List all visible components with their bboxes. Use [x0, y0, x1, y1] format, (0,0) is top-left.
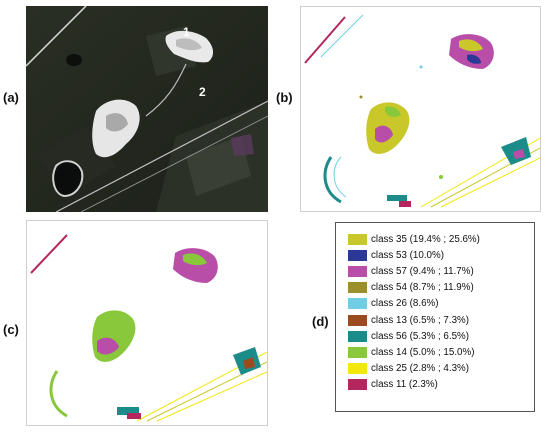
legend-label: class 35 (19.4% ; 25.6%) — [371, 233, 480, 245]
legend-item: class 14 (5.0% ; 15.0%) — [348, 344, 528, 360]
legend-label: class 11 (2.3%) — [371, 379, 438, 391]
legend-item: class 11 (2.3%) — [348, 377, 528, 393]
legend-label: class 57 (9.4% ; 11.7%) — [371, 265, 474, 277]
legend-swatch — [348, 233, 367, 245]
legend-item: class 53 (10.0%) — [348, 247, 528, 263]
legend-item: class 25 (2.8% ; 4.3%) — [348, 361, 528, 377]
legend-swatch — [348, 265, 367, 277]
classification-map-b — [300, 6, 541, 212]
legend-swatch — [348, 379, 367, 391]
classification-map-b-graphic — [301, 7, 540, 211]
legend: class 35 (19.4% ; 25.6%) class 53 (10.0%… — [335, 222, 535, 412]
legend-item: class 56 (5.3% ; 6.5%) — [348, 328, 528, 344]
legend-label: class 26 (8.6%) — [371, 298, 439, 310]
satellite-image: 1 2 — [26, 6, 268, 212]
legend-label: class 54 (8.7% ; 11.9%) — [371, 282, 474, 294]
panel-label-b: (b) — [276, 90, 293, 105]
legend-swatch — [348, 346, 367, 358]
legend-swatch — [348, 282, 367, 294]
legend-label: class 25 (2.8% ; 4.3%) — [371, 363, 470, 375]
panel-label-d: (d) — [312, 314, 329, 329]
panel-label-c: (c) — [3, 322, 19, 337]
marker-1: 1 — [183, 25, 190, 39]
legend-label: class 53 (10.0%) — [371, 249, 444, 261]
legend-label: class 14 (5.0% ; 15.0%) — [371, 346, 475, 358]
legend-swatch — [348, 363, 367, 375]
legend-item: class 35 (19.4% ; 25.6%) — [348, 231, 528, 247]
legend-label: class 13 (6.5% ; 7.3%) — [371, 314, 470, 326]
legend-item: class 54 (8.7% ; 11.9%) — [348, 280, 528, 296]
classification-map-c — [26, 220, 268, 426]
legend-label: class 56 (5.3% ; 6.5%) — [371, 330, 470, 342]
legend-swatch — [348, 330, 367, 342]
marker-2: 2 — [199, 85, 206, 99]
legend-item: class 13 (6.5% ; 7.3%) — [348, 312, 528, 328]
legend-swatch — [348, 298, 367, 310]
satellite-image-panel: 1 2 — [26, 6, 268, 212]
classification-map-c-graphic — [27, 221, 267, 425]
legend-swatch — [348, 314, 367, 326]
legend-item: class 57 (9.4% ; 11.7%) — [348, 263, 528, 279]
legend-item: class 26 (8.6%) — [348, 296, 528, 312]
panel-label-a: (a) — [3, 90, 19, 105]
legend-swatch — [348, 249, 367, 261]
